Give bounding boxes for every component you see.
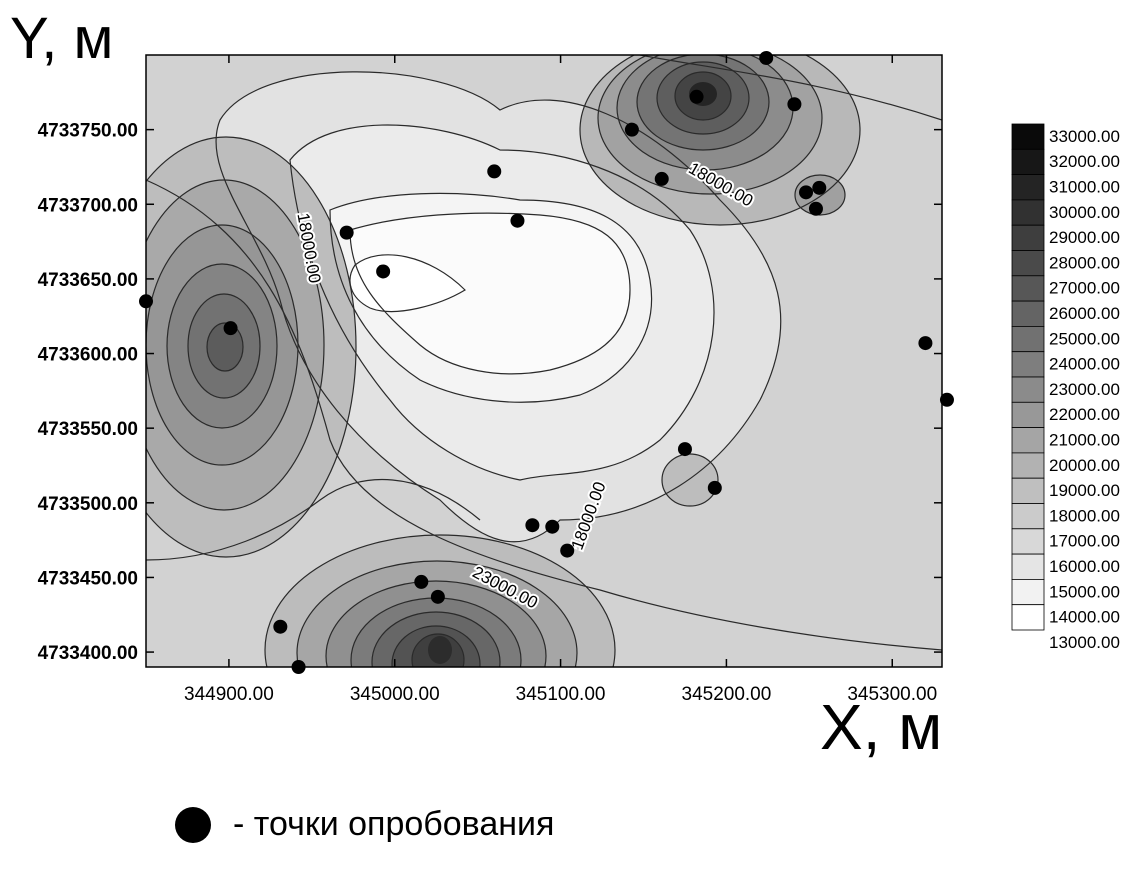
x-tick-label: 345000.00	[350, 684, 440, 705]
sample-point	[677, 442, 692, 457]
color-scale-label: 28000.00	[1049, 253, 1120, 272]
plot-frame	[145, 54, 943, 668]
color-scale-band	[1011, 503, 1045, 530]
sample-point	[376, 264, 391, 279]
color-scale-label: 25000.00	[1049, 329, 1120, 348]
color-scale-label: 18000.00	[1049, 506, 1120, 525]
color-scale-label: 24000.00	[1049, 355, 1120, 374]
color-scale-band	[1011, 148, 1045, 176]
color-scale-label: 27000.00	[1049, 279, 1120, 298]
sample-points-legend: - точки опробования	[175, 805, 554, 844]
sample-point	[339, 225, 354, 240]
y-axis-label: Y, м	[10, 6, 114, 71]
axes: 344900.00 345000.00 345100.00 345200.00 3453…	[38, 55, 942, 705]
color-scale-label: 26000.00	[1049, 304, 1120, 323]
color-scale-label: 23000.00	[1049, 380, 1120, 399]
color-scale-label: 21000.00	[1049, 430, 1120, 449]
color-scale-band	[1011, 376, 1045, 403]
color-scale-band	[1011, 427, 1045, 454]
sample-point	[487, 164, 502, 179]
color-scale-label: 20000.00	[1049, 456, 1120, 475]
color-scale-label: 30000.00	[1049, 203, 1120, 222]
color-scale-label: 33000.00	[1049, 127, 1120, 146]
color-scale-label: 22000.00	[1049, 405, 1120, 424]
sample-point	[291, 660, 306, 674]
sample-point	[939, 392, 954, 407]
sample-point	[689, 89, 704, 104]
color-scale-label: 13000.00	[1049, 633, 1120, 652]
sample-point	[414, 574, 429, 589]
sample-point	[430, 589, 445, 604]
sample-point-marker-icon	[175, 806, 211, 843]
color-scale-bar: 33000.00 32000.00 31000.00 30000.00 29000.00…	[1011, 123, 1120, 652]
sample-point	[525, 518, 540, 533]
sample-point	[654, 171, 669, 186]
y-tick-label: 4733700.00	[38, 195, 138, 216]
y-tick-label: 4733750.00	[38, 121, 138, 142]
color-scale-band	[1011, 452, 1045, 479]
x-axis-label: X, м	[820, 691, 943, 763]
sample-points	[139, 50, 954, 674]
sample-point	[223, 321, 238, 336]
x-tick-label: 345200.00	[682, 684, 772, 705]
color-scale-label: 15000.00	[1049, 582, 1120, 601]
color-scale-band	[1011, 528, 1045, 555]
color-scale-label: 16000.00	[1049, 557, 1120, 576]
color-scale-band	[1011, 553, 1045, 580]
color-scale-band	[1011, 250, 1045, 277]
color-scale-band	[1011, 199, 1045, 226]
sample-point	[759, 50, 774, 65]
color-scale-band	[1011, 325, 1045, 353]
sample-point	[545, 519, 560, 534]
sample-point	[787, 97, 802, 112]
sample-points-legend-text: - точки опробования	[233, 805, 555, 843]
x-tick-label: 345300.00	[847, 684, 937, 705]
y-tick-label: 4733500.00	[38, 494, 138, 515]
color-scale-label: 17000.00	[1049, 532, 1120, 551]
y-tick-label: 4733400.00	[38, 643, 138, 664]
color-scale-label: 19000.00	[1049, 481, 1120, 500]
y-tick-label: 4733650.00	[38, 270, 138, 291]
x-tick-label: 345100.00	[516, 684, 606, 705]
color-scale-band	[1011, 123, 1045, 150]
sample-point	[139, 294, 153, 309]
sample-point	[707, 480, 722, 495]
sample-point	[918, 336, 933, 351]
color-scale-band	[1011, 174, 1045, 201]
sample-point	[799, 185, 814, 200]
color-scale-band	[1011, 300, 1045, 327]
sample-point	[812, 180, 827, 195]
y-tick-label: 4733600.00	[38, 345, 138, 366]
sample-point	[510, 213, 525, 228]
y-tick-label: 4733550.00	[38, 419, 138, 440]
contour-fills	[146, 55, 942, 667]
color-scale-label: 31000.00	[1049, 177, 1120, 196]
sample-point	[273, 619, 288, 634]
color-scale-label: 29000.00	[1049, 228, 1120, 247]
color-scale-label: 32000.00	[1049, 152, 1120, 171]
sample-point	[808, 201, 823, 216]
contour-lines	[146, 55, 942, 667]
x-tick-label: 344900.00	[184, 684, 274, 705]
color-scale-band	[1011, 351, 1045, 378]
color-scale-band	[1011, 579, 1045, 606]
y-tick-label: 4733450.00	[38, 568, 138, 589]
color-scale-band	[1011, 401, 1045, 428]
color-scale-band	[1011, 224, 1045, 251]
color-scale-label: 14000.00	[1049, 608, 1120, 627]
color-scale-band	[1011, 477, 1045, 504]
color-scale-band	[1011, 604, 1045, 631]
color-scale-band	[1011, 275, 1045, 302]
sample-point	[624, 122, 639, 137]
sample-point	[560, 543, 575, 558]
